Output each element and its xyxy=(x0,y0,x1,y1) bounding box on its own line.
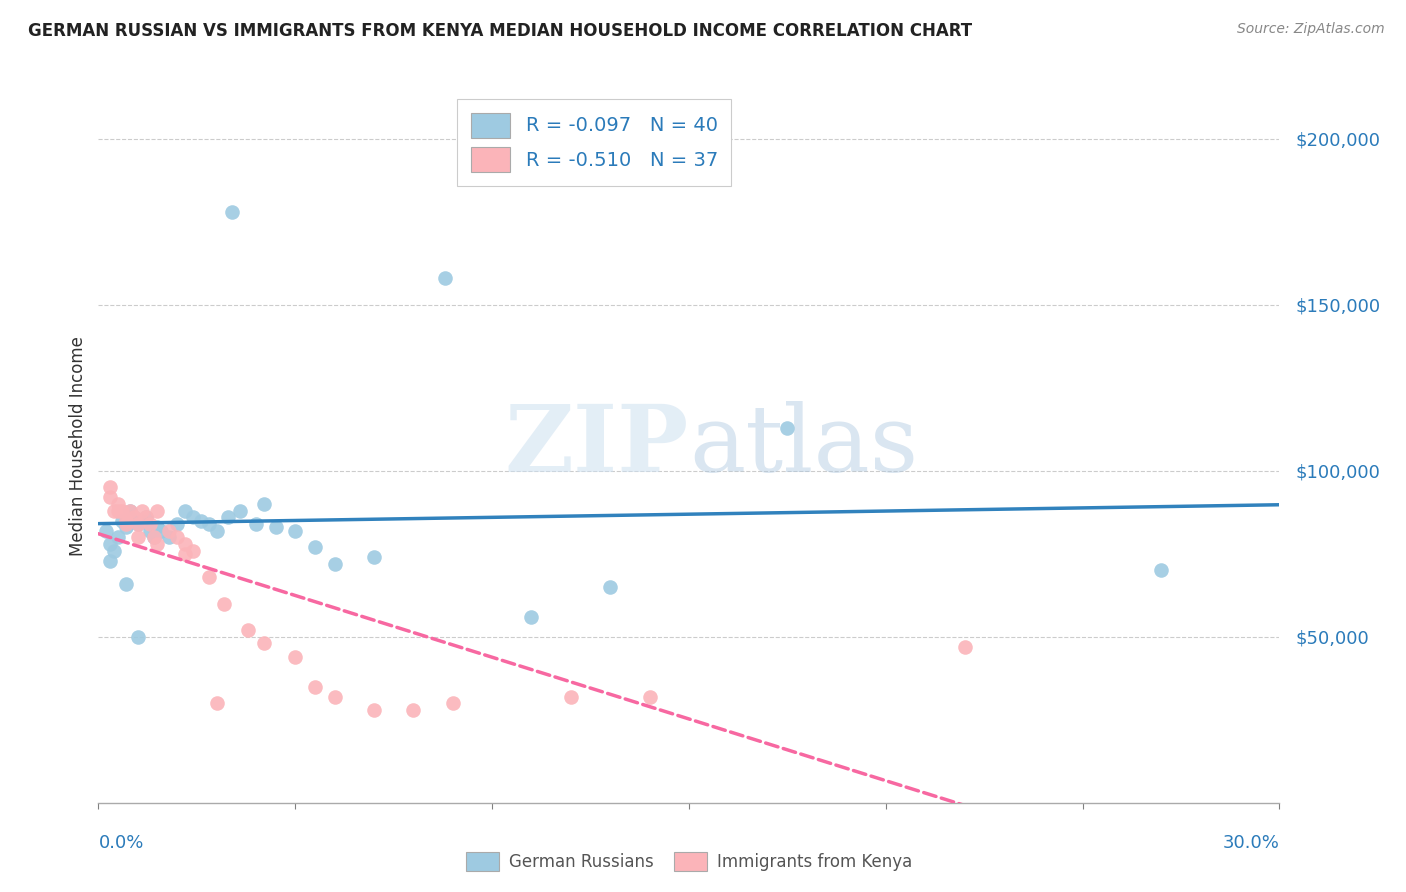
Point xyxy=(96,524,118,538)
Point xyxy=(146,537,169,551)
Point xyxy=(304,680,326,694)
Point xyxy=(122,510,145,524)
Point xyxy=(98,553,121,567)
Point xyxy=(217,510,239,524)
Point xyxy=(127,530,149,544)
Point xyxy=(138,516,160,531)
Point xyxy=(1150,564,1173,578)
Point xyxy=(253,636,276,650)
Point xyxy=(111,504,134,518)
Point xyxy=(138,524,160,538)
Legend: R = -0.097   N = 40, R = -0.510   N = 37: R = -0.097 N = 40, R = -0.510 N = 37 xyxy=(457,99,731,186)
Point xyxy=(174,547,197,561)
Point xyxy=(115,576,138,591)
Point xyxy=(284,524,307,538)
Point xyxy=(146,520,169,534)
Point xyxy=(181,543,204,558)
Point xyxy=(127,630,149,644)
Point xyxy=(127,516,149,531)
Point xyxy=(323,557,346,571)
Text: ZIP: ZIP xyxy=(505,401,689,491)
Point xyxy=(214,597,236,611)
Point xyxy=(599,580,621,594)
Point xyxy=(127,516,149,531)
Point xyxy=(264,520,287,534)
Point xyxy=(107,504,129,518)
Legend: German Russians, Immigrants from Kenya: German Russians, Immigrants from Kenya xyxy=(457,843,921,880)
Point xyxy=(166,516,188,531)
Point xyxy=(229,504,252,518)
Point xyxy=(166,530,188,544)
Point xyxy=(135,510,157,524)
Text: 0.0%: 0.0% xyxy=(98,834,143,852)
Point xyxy=(111,514,134,528)
Point xyxy=(135,510,157,524)
Point xyxy=(142,530,165,544)
Point xyxy=(560,690,582,704)
Point xyxy=(103,504,125,518)
Point xyxy=(363,703,385,717)
Point xyxy=(131,514,153,528)
Point xyxy=(118,504,141,518)
Point xyxy=(115,516,138,531)
Point xyxy=(953,640,976,654)
Point xyxy=(142,530,165,544)
Point xyxy=(98,481,121,495)
Text: 30.0%: 30.0% xyxy=(1223,834,1279,852)
Point xyxy=(157,524,180,538)
Point xyxy=(221,205,243,219)
Point xyxy=(433,271,456,285)
Point xyxy=(115,514,138,528)
Point xyxy=(776,421,799,435)
Point xyxy=(107,497,129,511)
Point xyxy=(205,696,228,710)
Point xyxy=(181,510,204,524)
Point xyxy=(150,524,173,538)
Point xyxy=(520,610,543,624)
Point xyxy=(245,516,267,531)
Point xyxy=(205,524,228,538)
Point xyxy=(253,497,276,511)
Point xyxy=(174,504,197,518)
Point xyxy=(190,514,212,528)
Point xyxy=(131,504,153,518)
Text: GERMAN RUSSIAN VS IMMIGRANTS FROM KENYA MEDIAN HOUSEHOLD INCOME CORRELATION CHAR: GERMAN RUSSIAN VS IMMIGRANTS FROM KENYA … xyxy=(28,22,972,40)
Point xyxy=(236,624,259,638)
Point xyxy=(103,543,125,558)
Point xyxy=(157,530,180,544)
Point xyxy=(363,550,385,565)
Point xyxy=(107,530,129,544)
Text: Source: ZipAtlas.com: Source: ZipAtlas.com xyxy=(1237,22,1385,37)
Point xyxy=(122,510,145,524)
Point xyxy=(638,690,661,704)
Point xyxy=(304,540,326,554)
Point xyxy=(98,491,121,505)
Point xyxy=(441,696,464,710)
Point xyxy=(284,649,307,664)
Point xyxy=(174,537,197,551)
Y-axis label: Median Household Income: Median Household Income xyxy=(69,336,87,556)
Point xyxy=(197,516,219,531)
Point xyxy=(323,690,346,704)
Point xyxy=(115,520,138,534)
Point xyxy=(98,537,121,551)
Point xyxy=(402,703,425,717)
Point xyxy=(146,504,169,518)
Point xyxy=(118,504,141,518)
Point xyxy=(197,570,219,584)
Text: atlas: atlas xyxy=(689,401,918,491)
